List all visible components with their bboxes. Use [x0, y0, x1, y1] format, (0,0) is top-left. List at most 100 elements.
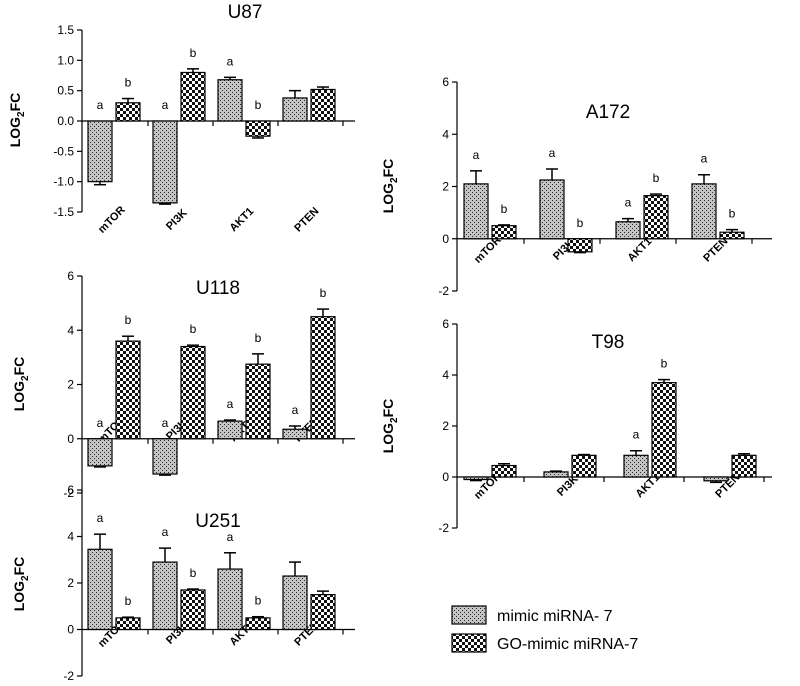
bar-pi3k-go-mimic	[571, 454, 597, 478]
chart-title: T98	[592, 332, 625, 353]
y-axis-label: LOG2FC	[11, 357, 31, 412]
bar-mtor-go-mimic	[491, 464, 517, 478]
bar-akt1-mimic	[217, 420, 243, 440]
significance-label: b	[190, 322, 197, 336]
chart-title: U251	[195, 511, 240, 532]
significance-label: a	[97, 98, 104, 112]
y-tick-label: -2	[438, 284, 449, 298]
significance-label: a	[633, 428, 640, 442]
significance-label: b	[501, 202, 508, 216]
bar-pten-go-mimic	[731, 454, 757, 478]
bar-mtor-mimic	[463, 476, 489, 481]
bar-pten-go-mimic	[310, 88, 336, 122]
bar-pi3k-go-mimic	[180, 345, 206, 440]
y-tick-label: 0.5	[57, 84, 74, 98]
y-tick-label: 0	[442, 232, 449, 246]
bar-akt1-mimic	[623, 454, 649, 478]
significance-label: a	[162, 416, 169, 430]
y-tick-label: 0	[442, 470, 449, 484]
bar-pten-mimic	[703, 476, 729, 482]
significance-label: a	[97, 511, 104, 525]
y-tick-label: -2	[63, 669, 74, 683]
y-tick-label: 2	[442, 419, 449, 433]
bar-akt1-go-mimic	[245, 617, 271, 631]
significance-label: a	[162, 98, 169, 112]
y-axis-label: LOG2FC	[11, 557, 31, 612]
bar-akt1-mimic	[217, 568, 243, 631]
legend-swatch-go-mimic	[451, 633, 487, 653]
significance-label: a	[227, 54, 234, 68]
bar-pi3k-mimic	[539, 179, 565, 240]
significance-label: b	[125, 313, 132, 327]
y-tick-label: 6	[442, 75, 449, 89]
significance-label: b	[577, 216, 584, 230]
bar-pi3k-mimic	[543, 471, 569, 478]
y-tick-label: -2	[438, 521, 449, 535]
y-axis-label: LOG2FC	[380, 159, 400, 214]
category-label-akt1: AKT1	[625, 235, 654, 264]
y-tick-label: 4	[67, 323, 74, 337]
y-tick-label: 6	[67, 269, 74, 283]
bar-pi3k-go-mimic	[180, 71, 206, 122]
bar-pten-mimic	[691, 183, 717, 240]
y-tick-label: 4	[442, 127, 449, 141]
significance-label: b	[125, 594, 132, 608]
significance-label: b	[255, 98, 262, 112]
chart-panel-u87: U87 LOG2FC -1.5 -1.0 -0.5 0.0 0.5 1.0 1.5 mTOR a b P…	[7, 2, 355, 236]
significance-label: a	[227, 397, 234, 411]
y-axis-label: LOG2FC	[7, 93, 27, 148]
bar-pten-mimic	[282, 97, 308, 122]
significance-label: b	[661, 357, 668, 371]
category-label-pi3k: PI3K	[164, 207, 190, 233]
y-tick-label: 2	[442, 180, 449, 194]
bar-pten-go-mimic	[719, 231, 745, 240]
bar-pi3k-mimic	[152, 561, 178, 631]
y-tick-label: 2	[67, 576, 74, 590]
chart-title: A172	[586, 102, 630, 123]
bar-mtor-mimic	[87, 548, 113, 631]
significance-label: b	[190, 566, 197, 580]
bar-akt1-mimic	[217, 79, 243, 122]
significance-label: a	[97, 416, 104, 430]
y-tick-label: 1.0	[57, 53, 74, 67]
bar-akt1-go-mimic	[245, 363, 271, 440]
bar-pten-go-mimic	[310, 316, 336, 440]
significance-label: b	[255, 331, 262, 345]
y-tick-label: -1.5	[53, 205, 74, 219]
y-tick-label: 4	[67, 530, 74, 544]
y-tick-label: -0.5	[53, 144, 74, 158]
bar-pi3k-go-mimic	[567, 238, 593, 253]
bar-akt1-mimic	[615, 221, 641, 240]
bar-pi3k-mimic	[152, 120, 178, 204]
y-tick-label: 0.0	[57, 114, 74, 128]
legend-label-mimic: mimic miRNA- 7	[497, 608, 613, 625]
bar-mtor-mimic	[87, 438, 113, 467]
y-tick-label: 0	[67, 432, 74, 446]
category-label-pten: PTEN	[701, 235, 730, 264]
chart-title: U118	[196, 278, 240, 299]
bar-akt1-go-mimic	[643, 195, 669, 240]
significance-label: a	[549, 146, 556, 160]
category-label-akt1: AKT1	[227, 205, 256, 234]
bar-mtor-go-mimic	[115, 340, 141, 440]
significance-label: a	[625, 196, 632, 210]
y-tick-label: 4	[442, 368, 449, 382]
bar-mtor-mimic	[87, 120, 113, 183]
bar-pten-mimic	[282, 428, 308, 440]
y-tick-label: 2	[67, 378, 74, 392]
bar-pi3k-mimic	[152, 438, 178, 475]
y-tick-label: -1.0	[53, 175, 74, 189]
significance-label: b	[653, 171, 660, 185]
significance-label: a	[701, 152, 708, 166]
bar-mtor-mimic	[463, 183, 489, 240]
bar-pten-mimic	[282, 575, 308, 631]
legend-label-go-mimic: GO-mimic miRNA-7	[497, 636, 638, 653]
significance-label: a	[162, 525, 169, 539]
significance-label: b	[190, 46, 197, 60]
significance-label: b	[255, 594, 262, 608]
